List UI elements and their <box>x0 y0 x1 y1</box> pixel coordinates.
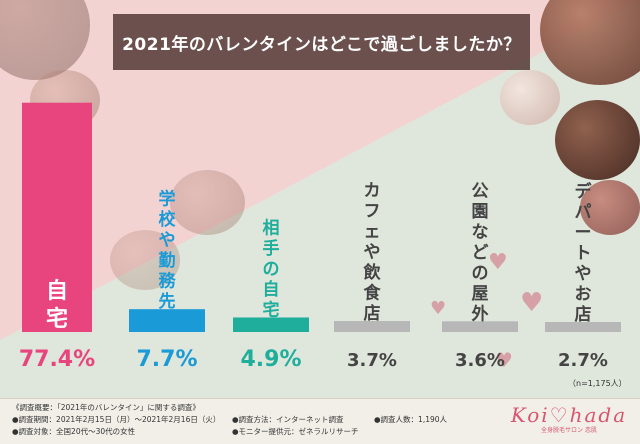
bar-3 <box>233 317 309 332</box>
survey-count: ●調査人数：1,190人 <box>374 415 448 424</box>
chocolate-decoration <box>580 180 640 235</box>
bar-chart: 自宅 77.4% 学校や勤務先 7.7% 相手の自宅 4.9% カフェや飲食店 3.7% 公園な… <box>19 102 621 372</box>
heart-icon: ♥ <box>488 250 508 275</box>
value-label-2: 7.7% <box>136 347 197 372</box>
bar-1 <box>22 102 92 332</box>
category-label-4: カフェや飲食店 <box>363 181 382 324</box>
koihada-logo: Koi♡hada 全身脱毛サロン 恋肌 <box>506 403 632 439</box>
chocolate-decoration <box>555 100 640 180</box>
survey-provider: ●モニター提供元：ゼネラルリサーチ <box>232 427 359 436</box>
value-label-4: 3.7% <box>347 350 397 371</box>
survey-method: ●調査方法：インターネット調査 <box>232 415 344 424</box>
heart-icon: ♥ <box>495 348 513 372</box>
value-label-6: 2.7% <box>558 350 608 371</box>
value-label-5: 3.6% <box>455 350 505 371</box>
bar-4 <box>334 321 410 332</box>
category-label-5: 公園などの屋外 <box>472 181 489 324</box>
bar-6 <box>545 322 621 332</box>
value-label-1: 77.4% <box>19 347 95 372</box>
chart-title: 2021年のバレンタインはどこで過ごしましたか？ <box>122 34 521 55</box>
heart-icon: ♥ <box>520 288 544 318</box>
logo-text: Koi♡hada <box>510 403 628 427</box>
bar-2 <box>129 309 205 332</box>
category-label-6: デパートやお店 <box>575 181 593 325</box>
heart-icon: ♥ <box>430 298 447 319</box>
category-label-2: 学校や勤務先 <box>159 189 177 313</box>
chocolate-decoration <box>110 230 180 290</box>
chocolate-decoration <box>500 70 560 125</box>
logo-subtext: 全身脱毛サロン 恋肌 <box>541 427 597 434</box>
chocolate-decoration <box>170 170 245 235</box>
bar-5 <box>442 321 518 332</box>
survey-target: ●調査対象：全国20代～30代の女性 <box>12 427 136 436</box>
title-bar: 2021年のバレンタインはどこで過ごしましたか？ <box>113 14 530 70</box>
survey-period: ●調査期間：2021年2月15日（月）～2021年2月16日（火） <box>12 415 221 424</box>
survey-outline: 《調査概要：「2021年のバレンタイン」に関する調査》 <box>12 403 200 412</box>
category-label-1: 自宅 <box>46 278 68 332</box>
sample-size-note: （n=1,175人） <box>568 379 627 388</box>
category-label-3: 相手の自宅 <box>263 217 280 320</box>
survey-footer <box>0 398 640 444</box>
value-label-3: 4.9% <box>240 347 301 372</box>
